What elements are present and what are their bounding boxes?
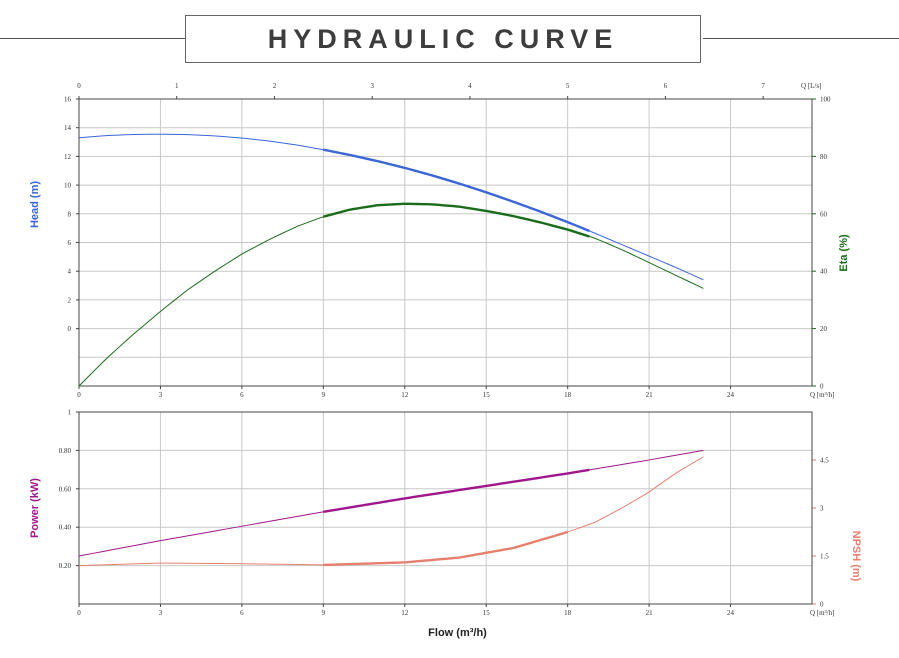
bottom-x-tick-9: 9	[322, 609, 326, 617]
bottom-right-axis-title: NPSH (m)	[850, 531, 862, 582]
top-left-tick-16: 16	[64, 96, 72, 104]
bottom-x-tick-12: 12	[401, 609, 409, 617]
top-series-1-operating-range	[323, 202, 590, 238]
bottom-x-tick-18: 18	[564, 609, 572, 617]
bottom-x-unit: Q [m³/h]	[810, 609, 834, 617]
top-series-1-line	[78, 203, 704, 387]
top-top-tick-4: 4	[468, 82, 472, 90]
bottom-right-tick-0: 0	[820, 601, 824, 609]
top-left-tick-8: 8	[68, 210, 72, 218]
top-left-tick-2: 2	[68, 296, 72, 304]
banner-rule-right	[703, 38, 899, 39]
top-x-tick-12: 12	[401, 391, 409, 399]
page-title: HYDRAULIC CURVE	[267, 23, 619, 54]
top-x-tick-9: 9	[322, 391, 326, 399]
bottom-x-tick-24: 24	[727, 609, 735, 617]
top-x-tick-3: 3	[159, 391, 163, 399]
bottom-x-tick-21: 21	[646, 609, 654, 617]
bottom-right-tick-4.5: 4.5	[820, 457, 829, 465]
bottom-series-0-line	[78, 449, 704, 557]
bottom-left-tick-0.60: 0.60	[59, 485, 72, 493]
top-top-tick-5: 5	[566, 82, 570, 90]
top-left-axis-title: Head (m)	[29, 181, 41, 228]
bottom-left-tick-0.80: 0.80	[59, 447, 72, 455]
bottom-series-1-line	[78, 456, 704, 567]
top-x-unit: Q [m³/h]	[810, 391, 834, 399]
top-plot-frame	[78, 98, 813, 387]
bottom-left-tick-1: 1	[68, 409, 72, 417]
bottom-left-axis-title: Power (kW)	[29, 478, 41, 538]
top-top-tick-1: 1	[175, 82, 179, 90]
bottom-plot-frame	[78, 411, 813, 605]
top-left-tick-10: 10	[64, 182, 72, 190]
bottom-x-tick-6: 6	[240, 609, 244, 617]
top-right-tick-80: 80	[820, 153, 828, 161]
bottom-left-tick-0.40: 0.40	[59, 524, 72, 532]
top-right-tick-40: 40	[820, 268, 828, 276]
bottom-right-tick-1.5: 1.5	[820, 553, 829, 561]
top-right-tick-20: 20	[820, 325, 828, 333]
bottom-right-tick-3: 3	[820, 505, 824, 513]
top-top-tick-3: 3	[370, 82, 374, 90]
top-right-axis-title: Eta (%)	[838, 234, 850, 272]
top-x-tick-6: 6	[240, 391, 244, 399]
top-left-tick-0: 0	[68, 325, 72, 333]
top-x-tick-21: 21	[646, 391, 654, 399]
bottom-x-tick-3: 3	[159, 609, 163, 617]
banner-rule-left	[0, 38, 185, 39]
top-top-tick-6: 6	[664, 82, 668, 90]
top-top-unit: Q [L/s]	[801, 82, 821, 90]
bottom-x-tick-0: 0	[77, 609, 81, 617]
top-top-tick-0: 0	[77, 82, 81, 90]
top-left-tick-4: 4	[68, 268, 72, 276]
top-top-tick-2: 2	[273, 82, 277, 90]
top-top-tick-7: 7	[761, 82, 765, 90]
bottom-left-tick-0.20: 0.20	[59, 562, 72, 570]
top-series-0-operating-range	[323, 148, 590, 233]
bottom-series-1-operating-range	[323, 530, 569, 567]
top-right-tick-60: 60	[820, 210, 828, 218]
top-left-tick-14: 14	[64, 124, 72, 132]
title-banner: HYDRAULIC CURVE	[185, 15, 701, 63]
top-x-tick-0: 0	[77, 391, 81, 399]
top-x-tick-15: 15	[483, 391, 491, 399]
top-left-tick-12: 12	[64, 153, 72, 161]
top-x-tick-24: 24	[727, 391, 735, 399]
top-right-tick-100: 100	[820, 96, 831, 104]
top-left-tick-6: 6	[68, 239, 72, 247]
flow-axis-title: Flow (m³/h)	[428, 627, 487, 639]
top-x-tick-18: 18	[564, 391, 572, 399]
bottom-x-tick-15: 15	[483, 609, 491, 617]
top-right-tick-0: 0	[820, 383, 824, 391]
bottom-series-0-operating-range	[323, 468, 590, 514]
